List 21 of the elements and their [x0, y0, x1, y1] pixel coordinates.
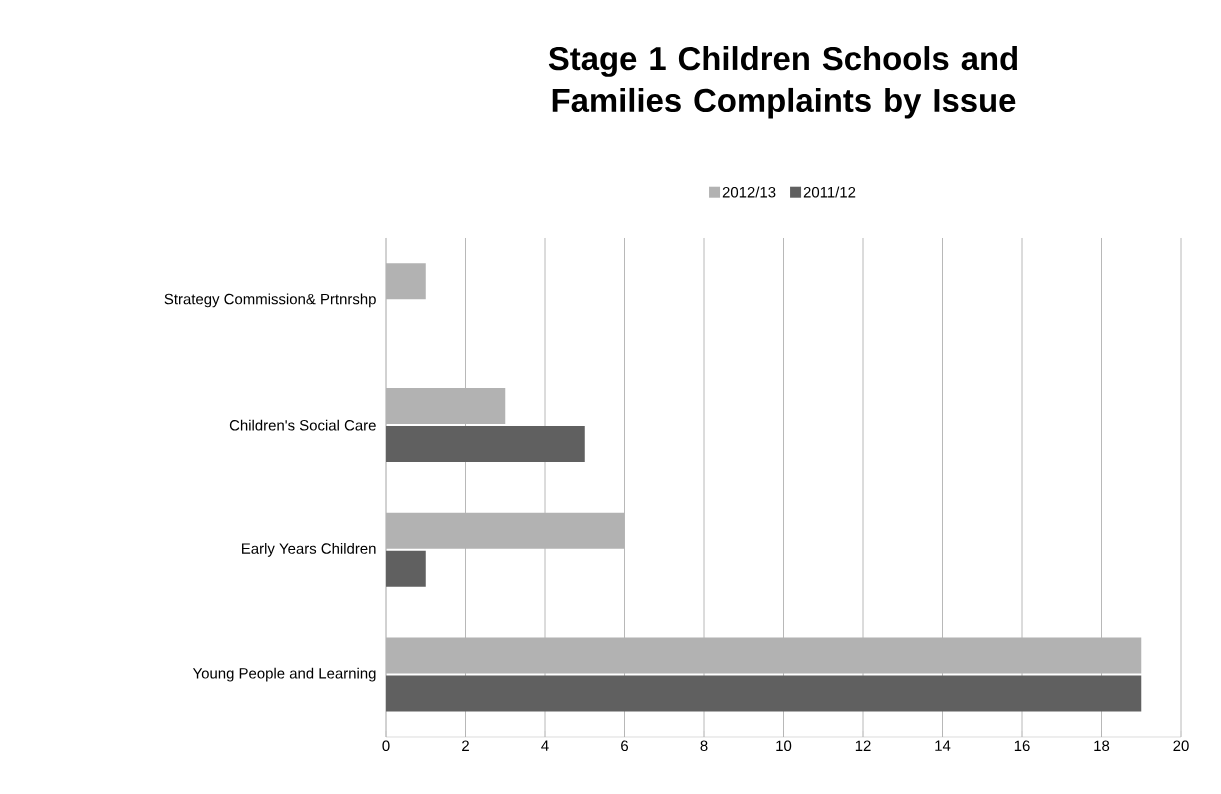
- bar: [386, 675, 1142, 712]
- bar: [386, 550, 426, 587]
- chart-title: Stage 1 Children Schools and Families Complaints by Issue: [548, 46, 1017, 119]
- x-tick-label: 8: [700, 740, 708, 752]
- x-tick-label: 16: [1014, 740, 1030, 752]
- x-tick-label: 0: [382, 740, 390, 752]
- x-tick-label: 6: [621, 740, 629, 752]
- legend-label: 2011/12: [803, 186, 856, 198]
- x-tick-label: 14: [935, 740, 951, 751]
- bar: [386, 426, 585, 463]
- x-tick-label: 18: [1094, 740, 1110, 752]
- x-tick-label: 12: [855, 740, 871, 751]
- y-tick-label: Strategy Commission& Prtnrshp: [164, 293, 376, 308]
- y-tick-label: Young People and Learning: [192, 667, 376, 682]
- y-tick-label: Early Years Children: [242, 542, 376, 557]
- x-tick-label: 4: [541, 740, 549, 751]
- x-tick-label: 2: [462, 740, 469, 751]
- x-tick-label: 10: [776, 740, 792, 752]
- y-tick-label: Children's Social Care: [229, 419, 376, 431]
- legend-label: 2012/13: [722, 186, 776, 198]
- x-tick-label: 20: [1173, 740, 1189, 752]
